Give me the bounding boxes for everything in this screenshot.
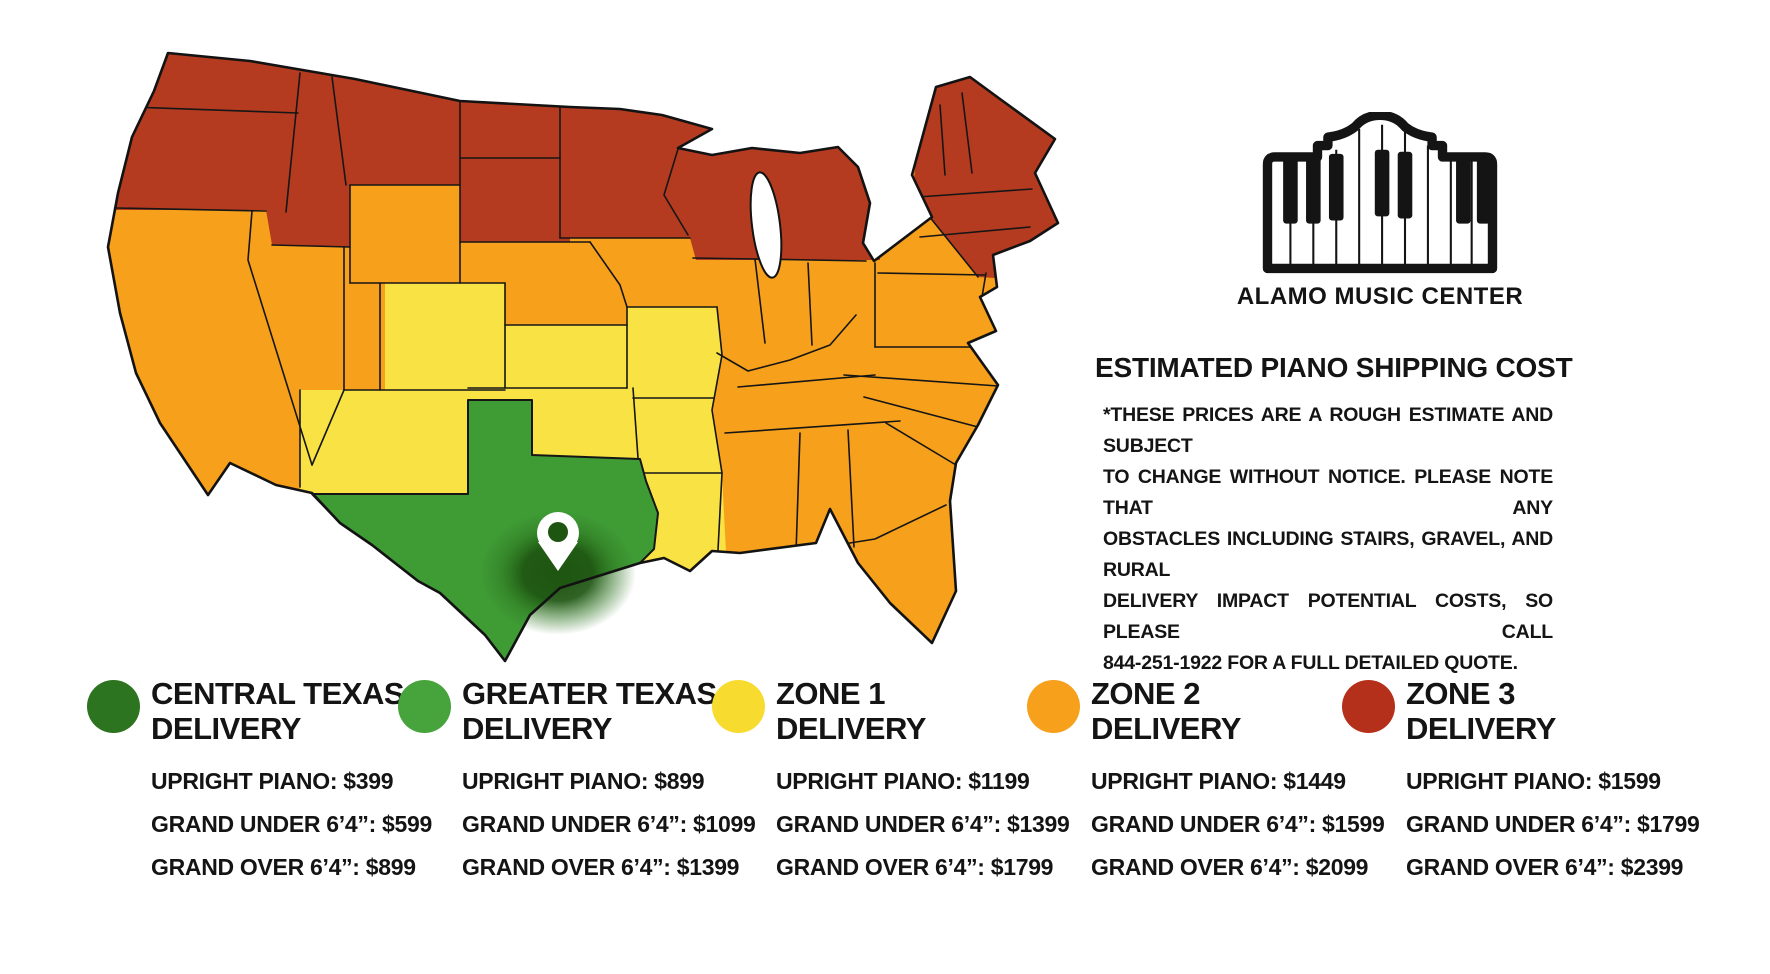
price-upright: UPRIGHT PIANO: $1449 (1091, 768, 1346, 794)
legend-color-dot (87, 680, 140, 733)
legend-zone-name: CENTRAL TEXAS (151, 676, 405, 711)
price-grand-under: GRAND UNDER 6’4”: $599 (151, 811, 432, 837)
price-grand-over: GRAND OVER 6’4”: $1799 (776, 854, 1054, 880)
legend-item-greater-texas: GREATER TEXAS DELIVERY UPRIGHT PIANO: $8… (398, 676, 756, 889)
price-grand-under: GRAND UNDER 6’4”: $1599 (1091, 811, 1385, 837)
location-pin-icon (537, 512, 579, 571)
legend-item-zone2: ZONE 2 DELIVERY UPRIGHT PIANO: $1449 GRA… (1027, 676, 1385, 889)
price-upright: UPRIGHT PIANO: $899 (462, 768, 705, 794)
brand-logo: ALAMO MUSIC CENTER (1235, 112, 1525, 311)
brand-name: ALAMO MUSIC CENTER (1236, 283, 1524, 310)
disclaimer-line: DELIVERY IMPACT POTENTIAL COSTS, SO PLEA… (1103, 590, 1553, 643)
legend-color-dot (712, 680, 765, 733)
price-grand-over: GRAND OVER 6’4”: $2099 (1091, 854, 1369, 880)
price-grand-over: GRAND OVER 6’4”: $899 (151, 854, 416, 880)
price-grand-under: GRAND UNDER 6’4”: $1799 (1406, 811, 1700, 837)
legend-delivery-label: DELIVERY (151, 711, 301, 746)
legend-delivery-label: DELIVERY (1091, 711, 1241, 746)
legend-color-dot (1027, 680, 1080, 733)
state-border-lines (115, 72, 1033, 554)
price-upright: UPRIGHT PIANO: $1599 (1406, 768, 1661, 794)
price-grand-under: GRAND UNDER 6’4”: $1399 (776, 811, 1070, 837)
central-texas-glow (480, 511, 636, 635)
legend-zone-name: GREATER TEXAS (462, 676, 717, 711)
legend-delivery-label: DELIVERY (1406, 711, 1556, 746)
legend-item-zone1: ZONE 1 DELIVERY UPRIGHT PIANO: $1199 GRA… (712, 676, 1070, 889)
legend-zone-name: ZONE 3 (1406, 676, 1515, 711)
price-grand-over: GRAND OVER 6’4”: $2399 (1406, 854, 1684, 880)
lake-michigan (749, 171, 783, 279)
price-grand-under: GRAND UNDER 6’4”: $1099 (462, 811, 756, 837)
disclaimer-line: OBSTACLES INCLUDING STAIRS, GRAVEL, AND … (1103, 528, 1553, 581)
disclaimer-line: *THESE PRICES ARE A ROUGH ESTIMATE AND S… (1103, 404, 1553, 457)
page-title: ESTIMATED PIANO SHIPPING COST (1095, 352, 1573, 383)
legend-delivery-label: DELIVERY (462, 711, 612, 746)
price-grand-over: GRAND OVER 6’4”: $1399 (462, 854, 740, 880)
legend-zone-name: ZONE 1 (776, 676, 885, 711)
zone3-newengland-region (912, 53, 1058, 285)
legend-item-central-texas: CENTRAL TEXAS DELIVERY UPRIGHT PIANO: $3… (87, 676, 432, 889)
piano-keyboard-icon (1262, 112, 1498, 274)
disclaimer-line: TO CHANGE WITHOUT NOTICE. PLEASE NOTE TH… (1103, 466, 1553, 519)
price-upright: UPRIGHT PIANO: $1199 (776, 768, 1030, 794)
legend-color-dot (1342, 680, 1395, 733)
us-map-svg (106, 51, 1060, 663)
legend-delivery-label: DELIVERY (776, 711, 926, 746)
us-outline (106, 51, 1060, 663)
disclaimer-text: *THESE PRICES ARE A ROUGH ESTIMATE AND S… (1103, 400, 1553, 679)
us-shipping-zone-map (100, 45, 1100, 675)
legend-color-dot (398, 680, 451, 733)
legend-item-zone3: ZONE 3 DELIVERY UPRIGHT PIANO: $1599 GRA… (1342, 676, 1700, 889)
legend-zone-name: ZONE 2 (1091, 676, 1200, 711)
disclaimer-line-phone: 844-251-1922 FOR A FULL DETAILED QUOTE. (1103, 652, 1518, 674)
price-upright: UPRIGHT PIANO: $399 (151, 768, 394, 794)
